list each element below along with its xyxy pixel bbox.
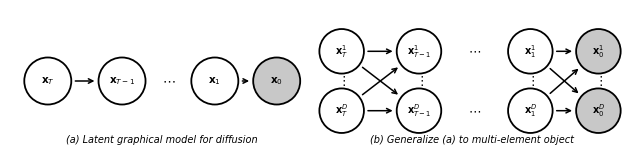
Text: $\cdots$: $\cdots$ bbox=[468, 45, 481, 58]
Text: $\mathbf{x}_T^1$: $\mathbf{x}_T^1$ bbox=[335, 43, 348, 60]
Circle shape bbox=[191, 58, 238, 104]
Text: $\mathbf{x}_1^1$: $\mathbf{x}_1^1$ bbox=[524, 43, 536, 60]
Text: $\mathbf{x}_0^1$: $\mathbf{x}_0^1$ bbox=[592, 43, 605, 60]
Circle shape bbox=[253, 58, 300, 104]
Text: $\cdots$: $\cdots$ bbox=[162, 75, 175, 87]
Text: $\mathbf{x}_1^D$: $\mathbf{x}_1^D$ bbox=[524, 102, 537, 119]
Text: $\mathbf{x}_1$: $\mathbf{x}_1$ bbox=[209, 75, 221, 87]
Circle shape bbox=[99, 58, 145, 104]
Text: $\vdots$: $\vdots$ bbox=[594, 74, 603, 88]
Text: $\mathbf{x}_{T-1}$: $\mathbf{x}_{T-1}$ bbox=[109, 75, 135, 87]
Circle shape bbox=[576, 88, 621, 133]
Text: $\mathbf{x}_{T-1}^D$: $\mathbf{x}_{T-1}^D$ bbox=[406, 102, 431, 119]
Circle shape bbox=[508, 88, 552, 133]
Circle shape bbox=[319, 88, 364, 133]
Circle shape bbox=[24, 58, 71, 104]
Circle shape bbox=[576, 29, 621, 74]
Text: $\vdots$: $\vdots$ bbox=[526, 74, 535, 88]
Text: $\cdots$: $\cdots$ bbox=[468, 104, 481, 117]
Text: $\mathbf{x}_0$: $\mathbf{x}_0$ bbox=[270, 75, 283, 87]
Circle shape bbox=[319, 29, 364, 74]
Circle shape bbox=[508, 29, 552, 74]
Text: $\vdots$: $\vdots$ bbox=[415, 74, 424, 88]
Text: $\mathbf{x}_T$: $\mathbf{x}_T$ bbox=[41, 75, 54, 87]
Text: (b) Generalize (a) to multi-element object: (b) Generalize (a) to multi-element obje… bbox=[369, 135, 573, 145]
Circle shape bbox=[397, 88, 441, 133]
Text: $\mathbf{x}_{T-1}^1$: $\mathbf{x}_{T-1}^1$ bbox=[406, 43, 431, 60]
Text: $\mathbf{x}_0^D$: $\mathbf{x}_0^D$ bbox=[592, 102, 605, 119]
Text: $\mathbf{x}_T^D$: $\mathbf{x}_T^D$ bbox=[335, 102, 348, 119]
Text: (a) Latent graphical model for diffusion: (a) Latent graphical model for diffusion bbox=[67, 135, 258, 145]
Circle shape bbox=[397, 29, 441, 74]
Text: $\vdots$: $\vdots$ bbox=[337, 74, 346, 88]
